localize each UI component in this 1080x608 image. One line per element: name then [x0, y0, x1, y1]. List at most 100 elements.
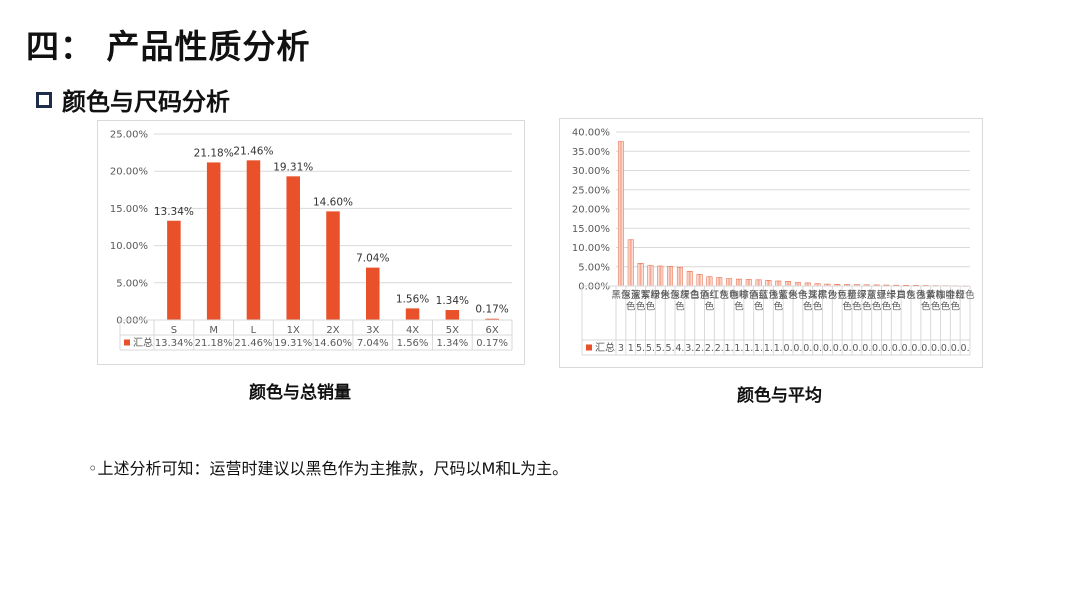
table-value: 19.31%: [274, 338, 312, 349]
y-tick-label: 30.00%: [572, 166, 610, 177]
category-label: 深蓝色: [621, 289, 641, 313]
category-label: 红色: [710, 289, 730, 301]
category-label: 深棕色: [808, 289, 828, 313]
conclusion-note: ◦上述分析可知：运营时建议以黑色作为主推款，尺码以M和L为主。: [88, 459, 569, 478]
data-label: 1.56%: [396, 293, 429, 305]
table-value: 0.: [882, 343, 891, 354]
y-tick-label: 20.00%: [572, 205, 610, 216]
table-value: 0.17%: [476, 338, 508, 349]
table-value: 3.: [685, 343, 694, 354]
y-tick-label: 40.00%: [572, 128, 610, 139]
category-label: 蓝色: [759, 289, 779, 301]
table-value: 1.: [725, 343, 734, 354]
table-value: 4.: [675, 343, 684, 354]
bar: [726, 278, 733, 287]
category-label: 棕色: [739, 289, 759, 301]
category-label: 灰色: [720, 289, 740, 301]
table-value: 0.: [951, 343, 960, 354]
table-value: 0.: [852, 343, 861, 354]
table-value: 1.: [744, 343, 753, 354]
bar: [637, 263, 644, 287]
bar: [246, 160, 261, 320]
y-tick-label: 15.00%: [572, 224, 610, 235]
category-label: 黑色: [611, 289, 631, 301]
category-label: 卡其色: [798, 289, 818, 313]
category-label: 浅紫色: [769, 289, 789, 313]
y-tick-label: 15.00%: [110, 204, 148, 215]
bar: [735, 278, 742, 287]
bar: [676, 266, 683, 287]
category-label: 豆绿色: [877, 289, 897, 313]
category-label: 蓝色: [779, 289, 799, 301]
table-value: 0.: [843, 343, 852, 354]
table-value: 0.: [941, 343, 950, 354]
category-label: 黑色: [818, 289, 838, 301]
category-label: 6X: [486, 325, 499, 336]
data-label: 21.46%: [233, 145, 273, 157]
category-label: 绿色: [680, 289, 700, 301]
category-label: 深蓝色: [857, 289, 877, 313]
category-label: 红色: [956, 289, 976, 301]
bar: [657, 265, 664, 287]
chart-caption-left: 颜色与总销量: [249, 383, 351, 403]
table-value: 0.: [793, 343, 802, 354]
data-label: 14.60%: [313, 196, 353, 208]
category-label: 酒红色: [749, 289, 769, 313]
size-sales-chart: 0.00% 5.00% 10.00% 15.00% 20.00% 25.00% 13.34%…: [97, 120, 525, 365]
bar: [716, 277, 723, 287]
table-value: 0.: [803, 343, 812, 354]
table-value: 0.: [784, 343, 793, 354]
table-value: 0.: [902, 343, 911, 354]
y-tick-label: 25.00%: [110, 130, 148, 141]
category-label: 深紫色: [631, 290, 651, 313]
category-label: 2X: [326, 325, 339, 336]
category-label: 酒红色: [700, 289, 720, 313]
y-tick-label: 10.00%: [110, 241, 148, 252]
table-value: 0.: [813, 343, 822, 354]
data-label: 19.31%: [273, 161, 313, 173]
bar: [667, 266, 674, 287]
table-value: 13.34%: [155, 338, 193, 349]
table-value: 2.: [715, 343, 724, 354]
table-value: 0.: [931, 343, 940, 354]
bar: [785, 281, 792, 287]
table-value: 1: [628, 343, 634, 354]
bar: [686, 271, 693, 287]
category-label: 灰绿色: [867, 289, 887, 313]
category-label: 米色: [661, 289, 681, 301]
table-value: 2.: [695, 343, 704, 354]
table-value: 0.: [833, 343, 842, 354]
bar: [445, 310, 460, 320]
bar: [286, 176, 300, 320]
category-label: M: [209, 325, 218, 336]
bar: [696, 274, 703, 287]
category-label: 豆粉色: [838, 289, 858, 313]
category-label: 5X: [446, 325, 459, 336]
bar: [617, 141, 624, 287]
table-value: 5.: [666, 343, 675, 354]
y-tick-label: 5.00%: [116, 278, 148, 289]
table-value: 5.: [656, 343, 665, 354]
data-label: 0.17%: [475, 304, 508, 316]
table-value: 2.: [705, 343, 714, 354]
table-value: 0.: [862, 343, 871, 354]
section-heading-label: 颜色与尺码分析: [62, 88, 230, 116]
table-value: 5.: [636, 343, 645, 354]
legend-label: 汇总: [133, 336, 153, 349]
data-label: 13.34%: [154, 206, 194, 218]
y-tick-label: 35.00%: [572, 147, 610, 158]
color-average-chart-svg: 0.00% 5.00% 10.00% 15.00% 20.00% 25.00% 30.00%…: [572, 128, 976, 356]
category-label: L: [251, 325, 257, 336]
category-label: 蓝绿色: [847, 289, 867, 313]
table-value: 21.18%: [195, 338, 233, 349]
bar: [745, 279, 752, 287]
category-label: 浅紫色: [916, 289, 936, 313]
category-label: 粉色: [651, 289, 671, 301]
bar: [326, 211, 340, 320]
category-label: 3X: [366, 325, 379, 336]
table-value: 1.: [774, 343, 783, 354]
bar: [206, 162, 221, 320]
category-label: 金粉色: [946, 289, 966, 313]
category-label: 卡其色: [887, 289, 907, 313]
legend-key: [586, 344, 592, 351]
